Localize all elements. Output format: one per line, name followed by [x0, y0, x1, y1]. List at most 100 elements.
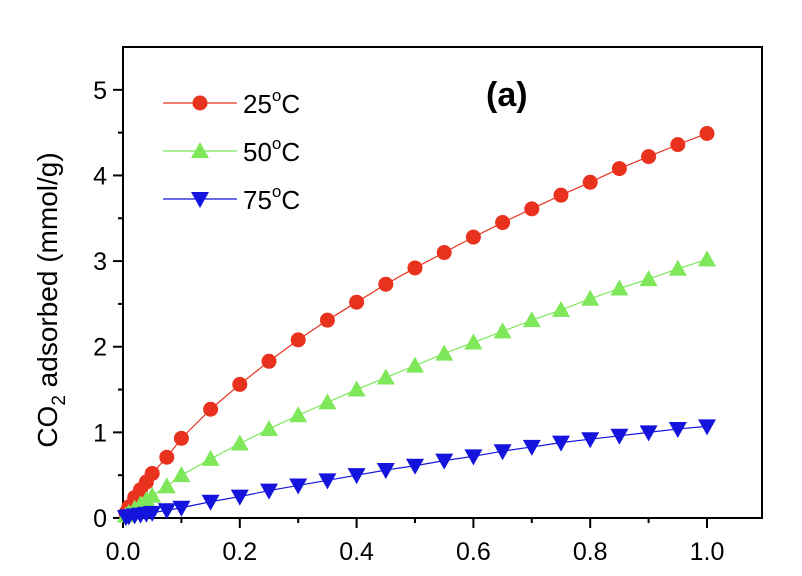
data-point	[581, 289, 600, 306]
data-point	[376, 463, 395, 480]
data-point	[493, 444, 512, 461]
data-point	[349, 294, 365, 310]
axes-layer	[122, 46, 763, 519]
data-point	[260, 419, 278, 436]
data-point	[157, 477, 176, 494]
data-point	[290, 332, 306, 348]
x-tick-label: 0.4	[339, 538, 374, 566]
data-point	[173, 430, 189, 446]
ticks-layer: 0.0 0.2 0.4 0.6 0.8 1.0 0 1 2 3 4 5	[93, 77, 724, 566]
data-point	[406, 458, 424, 475]
x-tick-label: 0.6	[456, 538, 491, 566]
data-point	[143, 505, 162, 522]
data-point	[201, 449, 220, 466]
legend-label-unit: C	[281, 89, 300, 119]
data-point	[464, 449, 483, 466]
legend-label-unit: C	[281, 137, 300, 167]
legend-label-unit: C	[281, 185, 300, 215]
data-point	[668, 259, 687, 276]
data-point	[203, 401, 219, 417]
data-point	[493, 322, 512, 339]
x-tick-label: 1.0	[690, 538, 725, 566]
data-point	[172, 500, 191, 517]
y-tick-label: 5	[93, 77, 107, 105]
data-point	[436, 245, 452, 261]
data-point	[435, 453, 454, 470]
y-axis-title-post: adsorbed (mmol/g)	[32, 152, 63, 395]
data-point	[698, 250, 716, 267]
legend-label-num: 50	[243, 137, 272, 167]
data-point	[260, 483, 278, 500]
data-point	[465, 229, 481, 245]
legend-marker	[191, 192, 209, 208]
data-point	[435, 344, 454, 361]
data-point	[319, 312, 335, 328]
data-point	[610, 428, 629, 445]
data-point	[318, 473, 337, 490]
data-point	[641, 149, 657, 165]
data-point	[159, 449, 175, 465]
data-point	[378, 276, 394, 292]
data-point	[347, 380, 366, 397]
legend-label-sup: o	[272, 86, 281, 105]
x-tick-label: 0.0	[106, 538, 141, 566]
data-point	[172, 466, 191, 483]
x-tick-label: 0.8	[573, 538, 608, 566]
data-point	[230, 434, 249, 451]
y-axis-title-pre: CO	[32, 406, 63, 448]
y-tick-label: 4	[93, 162, 107, 190]
panel-label: (a)	[486, 76, 528, 114]
y-axis-title-sub: 2	[49, 395, 70, 406]
data-point	[289, 478, 308, 495]
data-point	[610, 279, 629, 296]
legend-marker	[191, 142, 209, 158]
data-point	[230, 489, 249, 506]
legend-marker	[192, 95, 208, 111]
series-2	[116, 419, 716, 527]
data-point	[639, 425, 658, 442]
x-tick-label: 0.2	[222, 538, 257, 566]
data-point	[464, 333, 483, 350]
data-point	[522, 311, 541, 328]
y-tick-label: 2	[93, 334, 107, 362]
data-point	[699, 125, 715, 141]
data-point	[144, 465, 160, 481]
data-point	[406, 356, 424, 373]
data-point	[376, 368, 395, 385]
legend-label: 75oC	[243, 182, 300, 215]
data-point	[553, 187, 569, 203]
data-point	[581, 432, 600, 449]
legend-label-sup: o	[272, 182, 281, 201]
data-point	[698, 419, 716, 436]
data-point	[524, 201, 540, 217]
y-tick-label: 1	[93, 419, 107, 447]
series-1	[116, 250, 716, 523]
series-line	[125, 258, 708, 516]
legend-label: 25oC	[243, 86, 300, 119]
data-point	[522, 439, 541, 456]
data-point	[347, 468, 366, 485]
legend-label-num: 75	[243, 185, 272, 215]
data-point	[407, 260, 423, 276]
data-point	[201, 494, 220, 511]
y-axis-title: CO2 adsorbed (mmol/g)	[32, 152, 70, 447]
data-point	[668, 421, 687, 438]
data-point	[552, 300, 570, 317]
data-point	[495, 215, 511, 231]
y-tick-label: 0	[93, 505, 107, 533]
data-point	[639, 270, 658, 287]
data-point	[670, 137, 686, 153]
legend-label-num: 25	[243, 89, 272, 119]
legend-label: 50oC	[243, 134, 300, 167]
data-point	[582, 174, 598, 190]
data-point	[157, 503, 176, 520]
legend-label-sup: o	[272, 134, 281, 153]
data-point	[611, 161, 627, 177]
series-layer	[116, 125, 716, 527]
y-tick-label: 3	[93, 248, 107, 276]
data-point	[232, 376, 248, 392]
data-point	[318, 393, 337, 410]
